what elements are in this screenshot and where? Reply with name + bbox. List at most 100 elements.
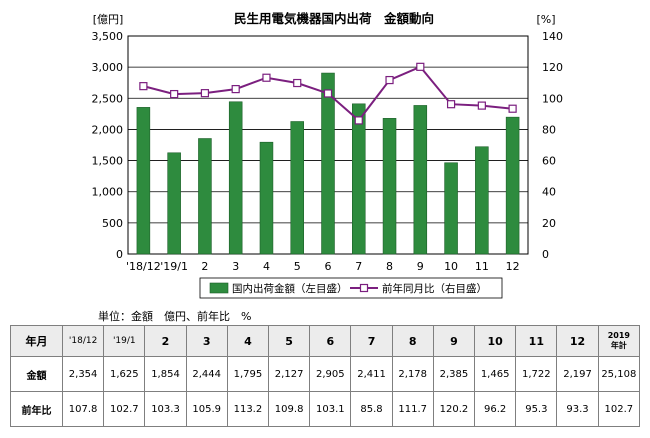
line-point bbox=[200, 89, 210, 98]
x-tick-label: 2 bbox=[201, 260, 208, 273]
table-cell: 2,444 bbox=[185, 356, 228, 392]
x-tick-label: 12 bbox=[506, 260, 520, 273]
table-row-yoy: 前年比 107.8 102.7 103.3 105.9 113.2 109.8 … bbox=[10, 391, 641, 427]
table-cell: 107.8 bbox=[61, 391, 105, 427]
table-cell: 95.3 bbox=[515, 391, 558, 427]
x-tick-label: 4 bbox=[263, 260, 270, 273]
x-tick-label: 11 bbox=[475, 260, 489, 273]
table-header-cell: 2 bbox=[144, 325, 187, 357]
table-header-cell: '19/1 bbox=[103, 325, 146, 357]
line-point bbox=[446, 100, 456, 109]
table-cell-total: 25,108 bbox=[597, 356, 641, 392]
legend-swatch-bar bbox=[209, 282, 229, 294]
line-point bbox=[231, 84, 240, 94]
table-cell: 1,722 bbox=[515, 356, 558, 392]
table-header-label: 年月 bbox=[10, 325, 63, 357]
y-left-tick-label: 1,500 bbox=[92, 155, 124, 168]
x-tick-label: 5 bbox=[294, 260, 301, 273]
line-point bbox=[354, 116, 363, 125]
y-left-tick-label: 0 bbox=[116, 248, 123, 261]
table-cell: 2,127 bbox=[268, 356, 311, 392]
line-point bbox=[508, 104, 517, 113]
row-label: 金額 bbox=[10, 356, 63, 392]
chart: 0 0 500 20 1,000 40 1,500 60 2,000 80 2,500 100 3,00… bbox=[92, 11, 563, 299]
data-table: 年月 '18/12 '19/1 2 3 4 5 6 7 8 9 10 11 12… bbox=[10, 325, 641, 427]
table-cell: 103.3 bbox=[144, 391, 187, 427]
y-right-tick-label: 80 bbox=[542, 123, 556, 136]
y-left-tick-label: 3,500 bbox=[92, 30, 124, 43]
table-cell: 2,178 bbox=[391, 356, 434, 392]
total-header-year: 2019 bbox=[607, 331, 630, 340]
table-cell: 85.8 bbox=[350, 391, 393, 427]
y-left-tick-label: 1,000 bbox=[92, 186, 124, 199]
unit-note: 単位：金額 億円、前年比 % bbox=[98, 310, 252, 323]
y-right-tick-label: 20 bbox=[542, 217, 556, 230]
legend-label-line: 前年同月比（右目盛） bbox=[382, 282, 487, 295]
table-cell: 102.7 bbox=[103, 391, 146, 427]
x-tick-label: 3 bbox=[232, 260, 239, 273]
y-left-tick-label: 2,000 bbox=[92, 123, 124, 136]
bar bbox=[352, 103, 366, 255]
table-header-cell: 3 bbox=[185, 325, 228, 357]
total-header-label: 年計 bbox=[610, 341, 627, 350]
y-right-tick-label: 0 bbox=[542, 248, 549, 261]
table-cell: 113.2 bbox=[226, 391, 270, 427]
bar bbox=[198, 138, 212, 255]
table-cell: 1,795 bbox=[226, 356, 270, 392]
bar bbox=[382, 118, 397, 255]
line-point bbox=[170, 89, 179, 99]
table-cell: 2,385 bbox=[432, 356, 476, 392]
table-header-cell: 12 bbox=[556, 325, 599, 357]
y-right-tick-label: 100 bbox=[542, 92, 563, 105]
table-header-cell: 11 bbox=[515, 325, 558, 357]
table-header-cell: 8 bbox=[391, 325, 434, 357]
y-right-tick-label: 120 bbox=[542, 61, 563, 74]
row-label: 前年比 bbox=[10, 391, 63, 427]
bar bbox=[475, 146, 489, 255]
x-tick-label: '19/1 bbox=[160, 260, 188, 273]
y-left-unit: [億円] bbox=[93, 13, 124, 26]
table-cell: 93.3 bbox=[556, 391, 599, 427]
table-cell: 96.2 bbox=[474, 391, 517, 427]
table-cell: 111.7 bbox=[391, 391, 434, 427]
table-cell: 2,354 bbox=[61, 356, 105, 392]
table-cell: 2,197 bbox=[556, 356, 599, 392]
bar bbox=[167, 152, 181, 255]
bar bbox=[444, 162, 458, 255]
table-cell: 120.2 bbox=[432, 391, 476, 427]
table-cell: 105.9 bbox=[185, 391, 228, 427]
table-header-cell: 7 bbox=[350, 325, 393, 357]
table-cell: 1,465 bbox=[474, 356, 517, 392]
y-left-tick-label: 2,500 bbox=[92, 92, 124, 105]
line-point bbox=[385, 75, 394, 85]
table-header-row: 年月 '18/12 '19/1 2 3 4 5 6 7 8 9 10 11 12… bbox=[10, 325, 641, 357]
x-tick-label: 6 bbox=[325, 260, 332, 273]
table-row-amount: 金額 2,354 1,625 1,854 2,444 1,795 2,127 2… bbox=[10, 356, 641, 392]
bar bbox=[136, 107, 151, 255]
table-header-cell: 10 bbox=[474, 325, 517, 357]
table-header-cell: '18/12 bbox=[61, 325, 105, 357]
y-right-tick-label: 40 bbox=[542, 186, 556, 199]
table-header-cell: 5 bbox=[268, 325, 311, 357]
bar bbox=[290, 121, 304, 255]
x-tick-label: 7 bbox=[355, 260, 362, 273]
table-header-cell: 6 bbox=[309, 325, 352, 357]
line-point bbox=[477, 101, 486, 110]
bar bbox=[413, 105, 428, 255]
line-point bbox=[323, 89, 333, 98]
y-left-tick-label: 3,000 bbox=[92, 61, 124, 74]
y-right-tick-label: 60 bbox=[542, 155, 556, 168]
line-point bbox=[139, 82, 148, 91]
bar bbox=[259, 141, 274, 255]
table-cell: 2,411 bbox=[350, 356, 393, 392]
table-cell: 1,625 bbox=[103, 356, 146, 392]
y-right-tick-label: 140 bbox=[542, 30, 563, 43]
bar bbox=[321, 72, 335, 255]
x-tick-label: 9 bbox=[417, 260, 424, 273]
line-point bbox=[293, 78, 302, 88]
legend-swatch-marker bbox=[359, 283, 369, 293]
x-tick-label: '18/12 bbox=[126, 260, 161, 273]
table-header-cell: 9 bbox=[432, 325, 476, 357]
table-cell: 103.1 bbox=[309, 391, 352, 427]
y-right-unit: [%] bbox=[536, 13, 555, 26]
